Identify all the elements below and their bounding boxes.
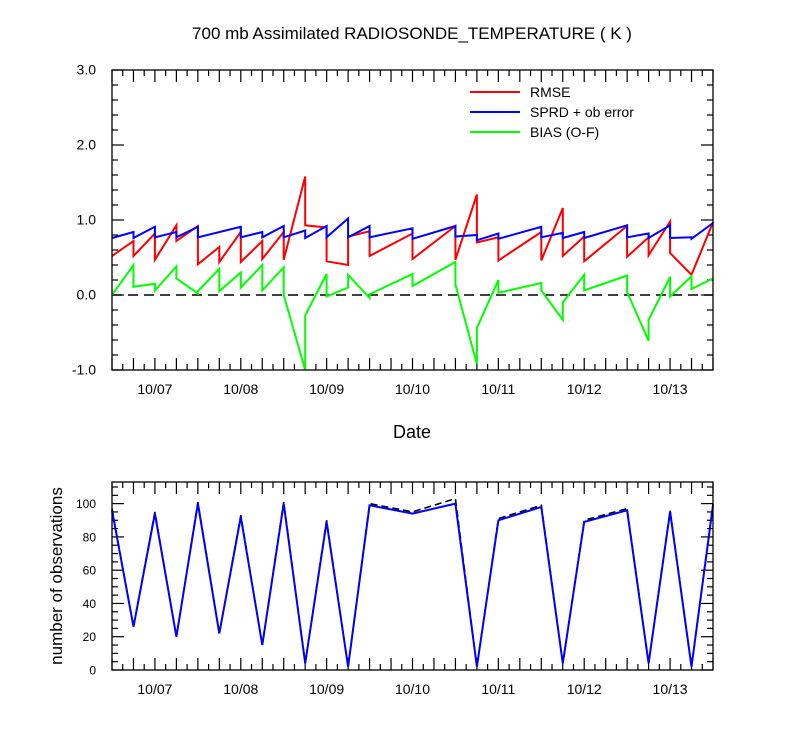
bottom-plot-frame xyxy=(111,481,714,671)
bottom-y-tick-label: 40 xyxy=(83,597,97,611)
top-y-tick-label: 1.0 xyxy=(77,212,97,228)
top-plot-frame xyxy=(111,69,714,371)
top-x-tick-label: 10/08 xyxy=(223,381,258,397)
top-x-tick-label: 10/12 xyxy=(567,381,602,397)
bottom-y-tick-label: 20 xyxy=(83,630,97,644)
bottom-chart: number of observations xyxy=(47,487,66,665)
bottom-x-tick-label: 10/07 xyxy=(137,681,172,697)
legend-sprd-label: SPRD + ob error xyxy=(530,104,634,120)
top-x-tick-label: 10/13 xyxy=(653,381,688,397)
top-series-bias-o-f xyxy=(111,260,714,371)
bottom-axes: 10/07 10/08 10/09 10/10 10/11 10/12 10/13 0 20 40… xyxy=(76,482,714,697)
bottom-x-tick-label: 10/08 xyxy=(223,681,258,697)
bottom-x-tick-label: 10/12 xyxy=(567,681,602,697)
bottom-series-possible xyxy=(111,497,714,667)
bottom-y-tick-label: 80 xyxy=(83,530,97,544)
bottom-y-tick-label: 60 xyxy=(83,564,97,578)
top-chart-title: 700 mb Assimilated RADIOSONDE_TEMPERATUR… xyxy=(192,24,632,43)
top-x-tick-label: 10/11 xyxy=(481,381,515,397)
legend-bias-label: BIAS (O-F) xyxy=(530,124,599,140)
bottom-x-tick-label: 10/11 xyxy=(481,681,515,697)
top-series-sprd-ob-error xyxy=(111,216,714,242)
top-chart: 700 mb Assimilated RADIOSONDE_TEMPERATUR… xyxy=(192,24,634,442)
top-y-tick-label: -1.0 xyxy=(72,362,96,378)
bottom-ylabel: number of observations xyxy=(47,487,66,665)
top-x-tick-label: 10/09 xyxy=(309,381,344,397)
bottom-x-tick-label: 10/10 xyxy=(395,681,430,697)
bottom-x-tick-label: 10/09 xyxy=(309,681,344,697)
bottom-y-tick-label: 0 xyxy=(89,664,96,678)
top-legend: RMSE SPRD + ob error BIAS (O-F) xyxy=(470,84,634,140)
top-x-tick-label: 10/10 xyxy=(395,381,430,397)
bottom-series-used xyxy=(111,502,714,667)
bottom-y-tick-label: 100 xyxy=(76,497,96,511)
legend-rmse-label: RMSE xyxy=(530,84,570,100)
top-xlabel: Date xyxy=(393,422,431,442)
top-y-tick-label: 2.0 xyxy=(77,137,97,153)
top-y-tick-label: 3.0 xyxy=(77,62,97,78)
top-y-tick-label: 0.0 xyxy=(77,287,97,303)
top-x-tick-label: 10/07 xyxy=(137,381,172,397)
bottom-x-tick-label: 10/13 xyxy=(653,681,688,697)
